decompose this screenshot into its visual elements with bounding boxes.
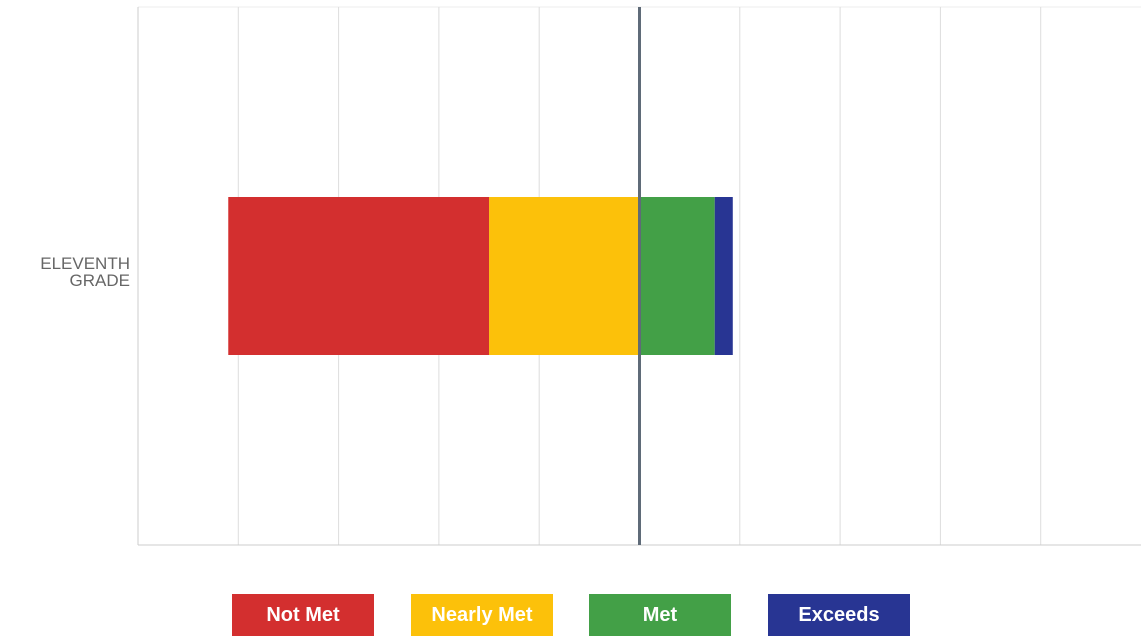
legend-item: Nearly Met — [411, 594, 553, 636]
legend-item: Met — [589, 594, 731, 636]
legend-item: Exceeds — [768, 594, 910, 636]
bar-segment — [639, 197, 715, 355]
bar-segment — [489, 197, 640, 355]
legend-item: Not Met — [232, 594, 374, 636]
bar-segment — [228, 197, 490, 355]
bar-segment — [714, 197, 733, 355]
y-tick-label: ELEVENTH GRADE — [40, 254, 130, 290]
